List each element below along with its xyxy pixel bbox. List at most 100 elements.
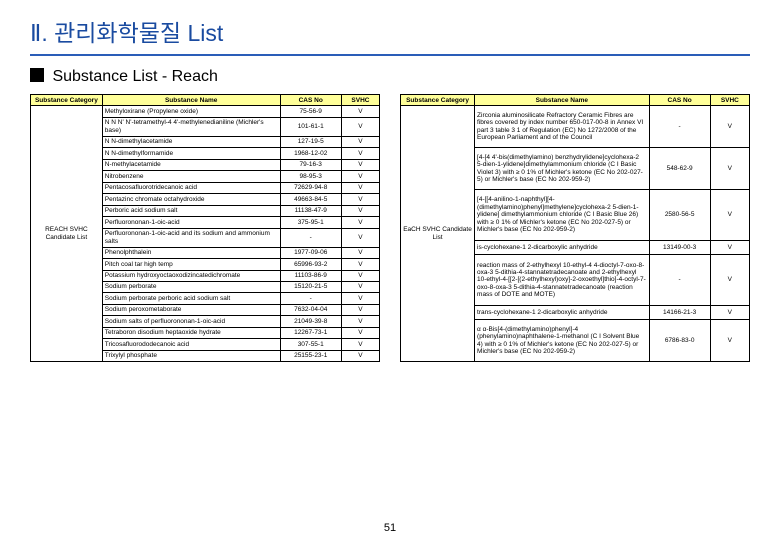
subtitle-text: Substance List - Reach <box>52 68 217 85</box>
name-cell: Tricosafluorododecanoic acid <box>102 339 280 350</box>
cas-cell: 2580-56-5 <box>649 190 710 241</box>
svhc-cell: V <box>341 293 379 304</box>
name-cell: Pentacosafluorotridecanoic acid <box>102 182 280 193</box>
name-cell: [4-[4 4'-bis(dimethylamino) benzhydrylid… <box>475 148 650 190</box>
svhc-cell: V <box>710 320 749 362</box>
cas-cell: 13149-00-3 <box>649 241 710 255</box>
svhc-cell: V <box>341 281 379 292</box>
cas-cell: 12267-73-1 <box>280 327 341 338</box>
th-name: Substance Name <box>102 95 280 106</box>
cas-cell: 79-16-3 <box>280 159 341 170</box>
name-cell: Perfluorononan-1-oic-acid <box>102 217 280 228</box>
name-cell: N N-dimethylacetamide <box>102 136 280 147</box>
cas-cell: 65996-93-2 <box>280 259 341 270</box>
cas-cell: 49663-84-5 <box>280 194 341 205</box>
tables-wrap: Substance Category Substance Name CAS No… <box>0 94 780 362</box>
svhc-cell: V <box>341 159 379 170</box>
name-cell: Pitch coal tar high temp <box>102 259 280 270</box>
cas-cell: 307-55-1 <box>280 339 341 350</box>
svhc-cell: V <box>341 327 379 338</box>
cas-cell: 6786-83-0 <box>649 320 710 362</box>
name-cell: is-cyclohexane-1 2-dicarboxylic anhydrid… <box>475 241 650 255</box>
name-cell: reaction mass of 2-ethylhexyl 10-ethyl-4… <box>475 255 650 306</box>
title-divider <box>30 54 750 56</box>
cas-cell: 11138-47-9 <box>280 205 341 216</box>
svhc-cell: V <box>341 270 379 281</box>
name-cell: N N-dimethylformamide <box>102 148 280 159</box>
svhc-cell: V <box>341 171 379 182</box>
cas-cell: 375-95-1 <box>280 217 341 228</box>
svhc-cell: V <box>341 316 379 327</box>
name-cell: Nitrobenzene <box>102 171 280 182</box>
cas-cell: 98-95-3 <box>280 171 341 182</box>
svhc-cell: V <box>710 255 749 306</box>
cas-cell: - <box>649 255 710 306</box>
bullet-square <box>30 68 44 82</box>
svhc-cell: V <box>710 190 749 241</box>
cas-cell: 11103-86-9 <box>280 270 341 281</box>
name-cell: Perboric acid sodium salt <box>102 205 280 216</box>
table-header-row: Substance Category Substance Name CAS No… <box>31 95 380 106</box>
svhc-cell: V <box>341 217 379 228</box>
svhc-cell: V <box>341 194 379 205</box>
svhc-cell: V <box>710 148 749 190</box>
th-category: Substance Category <box>31 95 103 106</box>
name-cell: Phenolphthalein <box>102 247 280 258</box>
category-cell: REACH SVHC Candidate List <box>31 106 103 362</box>
svhc-cell: V <box>710 306 749 320</box>
svhc-cell: V <box>341 117 379 136</box>
name-cell: Sodium perborate <box>102 281 280 292</box>
cas-cell: 15120-21-5 <box>280 281 341 292</box>
svhc-cell: V <box>341 205 379 216</box>
name-cell: Methyloxirane (Propylene oxide) <box>102 106 280 117</box>
table-row: REACH SVHC Candidate ListMethyloxirane (… <box>31 106 380 117</box>
name-cell: N-methylacetamide <box>102 159 280 170</box>
svhc-cell: V <box>710 106 749 148</box>
cas-cell: 101-61-1 <box>280 117 341 136</box>
th-svhc: SVHC <box>710 95 749 106</box>
th-category: Substance Category <box>401 95 475 106</box>
cas-cell: 7632-04-04 <box>280 304 341 315</box>
name-cell: Potassium hydroxyoctaoxodizincatedichrom… <box>102 270 280 281</box>
cas-cell: 25155-23-1 <box>280 350 341 361</box>
svhc-cell: V <box>341 182 379 193</box>
name-cell: Tetraboron disodium heptaoxide hydrate <box>102 327 280 338</box>
name-cell: Perfluorononan-1-oic-acid and its sodium… <box>102 228 280 247</box>
svhc-cell: V <box>341 148 379 159</box>
cas-cell: 1968-12-02 <box>280 148 341 159</box>
table-row: EaCH SVHC Candidate ListZirconia alumino… <box>401 106 750 148</box>
name-cell: [4-[[4-anilino-1-naphthyl][4-(dimethylam… <box>475 190 650 241</box>
svhc-cell: V <box>341 136 379 147</box>
cas-cell: - <box>649 106 710 148</box>
name-cell: Sodium perborate perboric acid sodium sa… <box>102 293 280 304</box>
cas-cell: 21049-39-8 <box>280 316 341 327</box>
svhc-cell: V <box>341 247 379 258</box>
name-cell: Trixylyl phosphate <box>102 350 280 361</box>
name-cell: Sodium peroxometaborate <box>102 304 280 315</box>
svhc-cell: V <box>341 259 379 270</box>
subtitle-row: Substance List - Reach <box>0 68 780 94</box>
th-svhc: SVHC <box>341 95 379 106</box>
svhc-cell: V <box>710 241 749 255</box>
cas-cell: - <box>280 293 341 304</box>
cas-cell: 548-62-9 <box>649 148 710 190</box>
svhc-cell: V <box>341 228 379 247</box>
name-cell: N N N' N'-tetramethyl-4 4'-methylenedian… <box>102 117 280 136</box>
name-cell: Sodium salts of perfluorononan-1-oic-aci… <box>102 316 280 327</box>
cas-cell: 14166-21-3 <box>649 306 710 320</box>
name-cell: Zirconia aluminosilicate Refractory Cera… <box>475 106 650 148</box>
th-cas: CAS No <box>280 95 341 106</box>
cas-cell: 75-56-9 <box>280 106 341 117</box>
svhc-cell: V <box>341 339 379 350</box>
cas-cell: 127-19-5 <box>280 136 341 147</box>
cas-cell: 72629-94-8 <box>280 182 341 193</box>
name-cell: Pentazinc chromate octahydroxide <box>102 194 280 205</box>
page-title: Ⅱ. 관리화학물질 List <box>0 0 780 54</box>
name-cell: trans-cyclohexane-1 2-dicarboxylic anhyd… <box>475 306 650 320</box>
name-cell: α α-Bis[4-(dimethylamino)phenyl]-4 (phen… <box>475 320 650 362</box>
category-cell: EaCH SVHC Candidate List <box>401 106 475 362</box>
th-name: Substance Name <box>475 95 650 106</box>
right-table: Substance Category Substance Name CAS No… <box>400 94 750 362</box>
cas-cell: - <box>280 228 341 247</box>
table-header-row: Substance Category Substance Name CAS No… <box>401 95 750 106</box>
